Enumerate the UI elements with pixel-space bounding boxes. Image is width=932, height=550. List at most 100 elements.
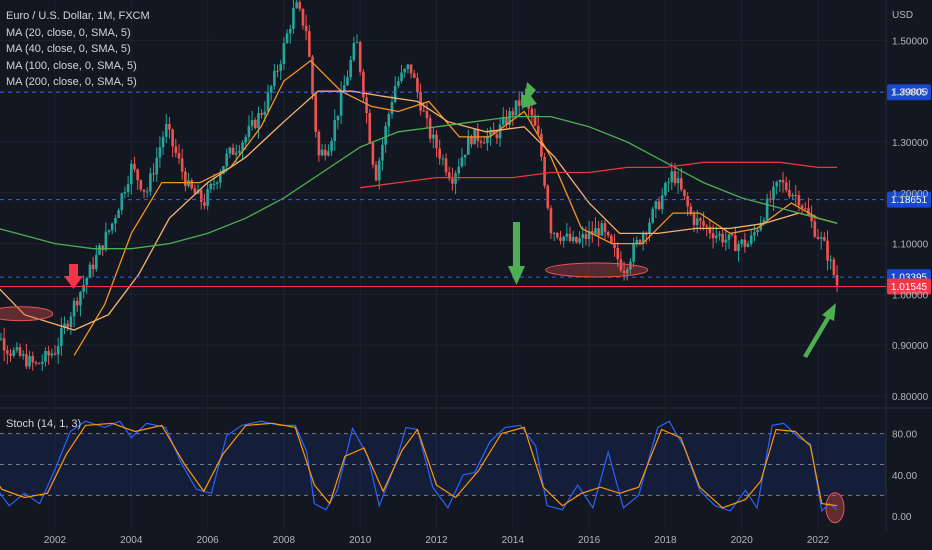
candle-body [273, 70, 276, 87]
candle-body [587, 231, 591, 239]
candle-body [406, 64, 410, 70]
price-badge [887, 84, 931, 101]
candle-body [575, 236, 578, 243]
candle-body [727, 234, 731, 240]
x-tick-label: 2012 [425, 535, 448, 546]
candle-body [308, 31, 311, 57]
candle-body [730, 234, 734, 236]
candle-body [540, 133, 543, 157]
candle-body [708, 226, 712, 234]
candle-body [622, 270, 626, 274]
candle-body [336, 115, 340, 121]
candle-body [158, 147, 162, 158]
candle-body [695, 218, 699, 225]
candle-body [18, 347, 22, 356]
candle-body [552, 232, 556, 234]
candle-body [495, 134, 499, 139]
candle-body [463, 154, 467, 158]
candle-body [53, 353, 57, 355]
candle-body [368, 113, 372, 143]
candle-body [762, 219, 766, 223]
candle-body [244, 137, 248, 143]
y-tick-label: 0.80000 [892, 392, 929, 403]
candle-body [702, 220, 705, 226]
candle-body [432, 134, 435, 139]
x-tick-label: 2006 [196, 535, 219, 546]
candle-body [301, 8, 305, 26]
y-tick-label: 1.40000 [892, 87, 929, 98]
candle-body [358, 42, 362, 72]
candle-body [543, 156, 546, 186]
candle-body [441, 158, 445, 160]
candle-body [435, 134, 438, 149]
candle-body [91, 264, 95, 270]
candle-body [139, 180, 143, 190]
candle-body [390, 102, 394, 115]
candle-body [82, 284, 85, 292]
chart-title: Euro / U.S. Dollar, 1M, FXCM [6, 10, 150, 22]
candle-body [34, 362, 38, 364]
candle-body [511, 111, 515, 116]
candle-body [120, 193, 124, 211]
candle-body [60, 327, 63, 347]
price-badge-label: 1.39805 [891, 88, 928, 99]
x-tick-label: 2010 [349, 535, 372, 546]
candle-body [635, 240, 639, 244]
candle-body [654, 201, 658, 209]
candle-body [794, 195, 798, 197]
candle-body [568, 233, 572, 242]
candle-body [530, 108, 534, 116]
legend-ma-20: MA (20, close, 0, SMA, 5) [6, 26, 131, 39]
candle-body [692, 214, 696, 225]
candle-body [606, 231, 610, 236]
candle-body [597, 228, 600, 236]
candle-body [447, 172, 451, 179]
candle-body [546, 185, 550, 209]
candle-body [476, 129, 480, 142]
candle-body [203, 202, 206, 206]
candle-body [800, 205, 804, 209]
candle-body [807, 208, 810, 215]
candle-body [79, 291, 82, 306]
candle-body [451, 178, 454, 184]
x-tick-label: 2020 [731, 535, 754, 546]
candle-body [419, 92, 422, 111]
candle-body [276, 70, 279, 72]
candle-body [505, 117, 508, 125]
candle-body [492, 130, 496, 135]
candle-body [288, 28, 292, 34]
candle-body [600, 223, 604, 236]
candle-body [578, 238, 581, 243]
candle-body [387, 114, 391, 127]
candle-body [559, 237, 562, 241]
candle-body [50, 353, 54, 356]
candle-body [594, 228, 597, 235]
candle-body [279, 64, 283, 71]
price-axis-unit: USD [892, 10, 913, 21]
candle-body [651, 208, 654, 223]
candle-body [536, 125, 540, 134]
candle-body [711, 233, 715, 239]
candle-body [625, 269, 629, 274]
candle-body [619, 259, 623, 271]
candle-body [466, 136, 470, 155]
candle-body [562, 236, 565, 241]
candle-body [355, 42, 359, 44]
candle-body [486, 135, 489, 144]
candle-body [705, 225, 709, 227]
candle-body [304, 25, 308, 32]
candle-body [533, 115, 537, 126]
candle-body [460, 157, 464, 167]
candle-body [549, 208, 553, 234]
candle-body [759, 222, 763, 231]
x-tick-label: 2002 [44, 535, 67, 546]
candle-body [333, 120, 337, 142]
candle-body [746, 243, 750, 247]
candle-body [193, 188, 197, 194]
candle-body [571, 236, 575, 242]
candle-body [266, 92, 270, 112]
candle-body [797, 195, 801, 206]
legend-ma-100: MA (100, close, 0, SMA, 5) [6, 59, 137, 72]
candle-body [231, 147, 235, 155]
candle-body [168, 124, 171, 130]
